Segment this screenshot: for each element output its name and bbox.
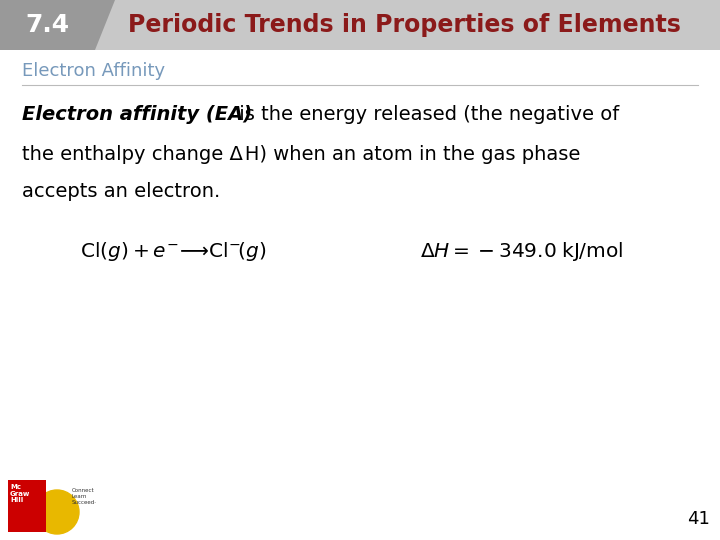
Text: accepts an electron.: accepts an electron. <box>22 182 220 201</box>
Text: Electron Affinity: Electron Affinity <box>22 62 165 80</box>
Text: 41: 41 <box>687 510 710 528</box>
Text: $\mathrm{Cl}(g) + e^{-}\!\longrightarrow\!\mathrm{Cl}^{-}\!(g)$: $\mathrm{Cl}(g) + e^{-}\!\longrightarrow… <box>80 240 266 263</box>
Circle shape <box>35 490 79 534</box>
Text: $\Delta H = -349.0\;\mathrm{kJ/mol}$: $\Delta H = -349.0\;\mathrm{kJ/mol}$ <box>420 240 624 263</box>
Text: the enthalpy change Δ H) when an atom in the gas phase: the enthalpy change Δ H) when an atom in… <box>22 145 580 164</box>
Text: Connect
Learn
Succeed·: Connect Learn Succeed· <box>72 488 97 505</box>
Text: Electron affinity (EA): Electron affinity (EA) <box>22 105 252 124</box>
Bar <box>0 0 720 50</box>
Text: 7.4: 7.4 <box>25 13 69 37</box>
Text: Periodic Trends in Properties of Elements: Periodic Trends in Properties of Element… <box>128 13 681 37</box>
Text: Mc
Graw
Hill: Mc Graw Hill <box>10 484 30 503</box>
Bar <box>8 480 46 532</box>
Polygon shape <box>0 0 115 50</box>
Text: is the energy released (the negative of: is the energy released (the negative of <box>233 105 619 124</box>
